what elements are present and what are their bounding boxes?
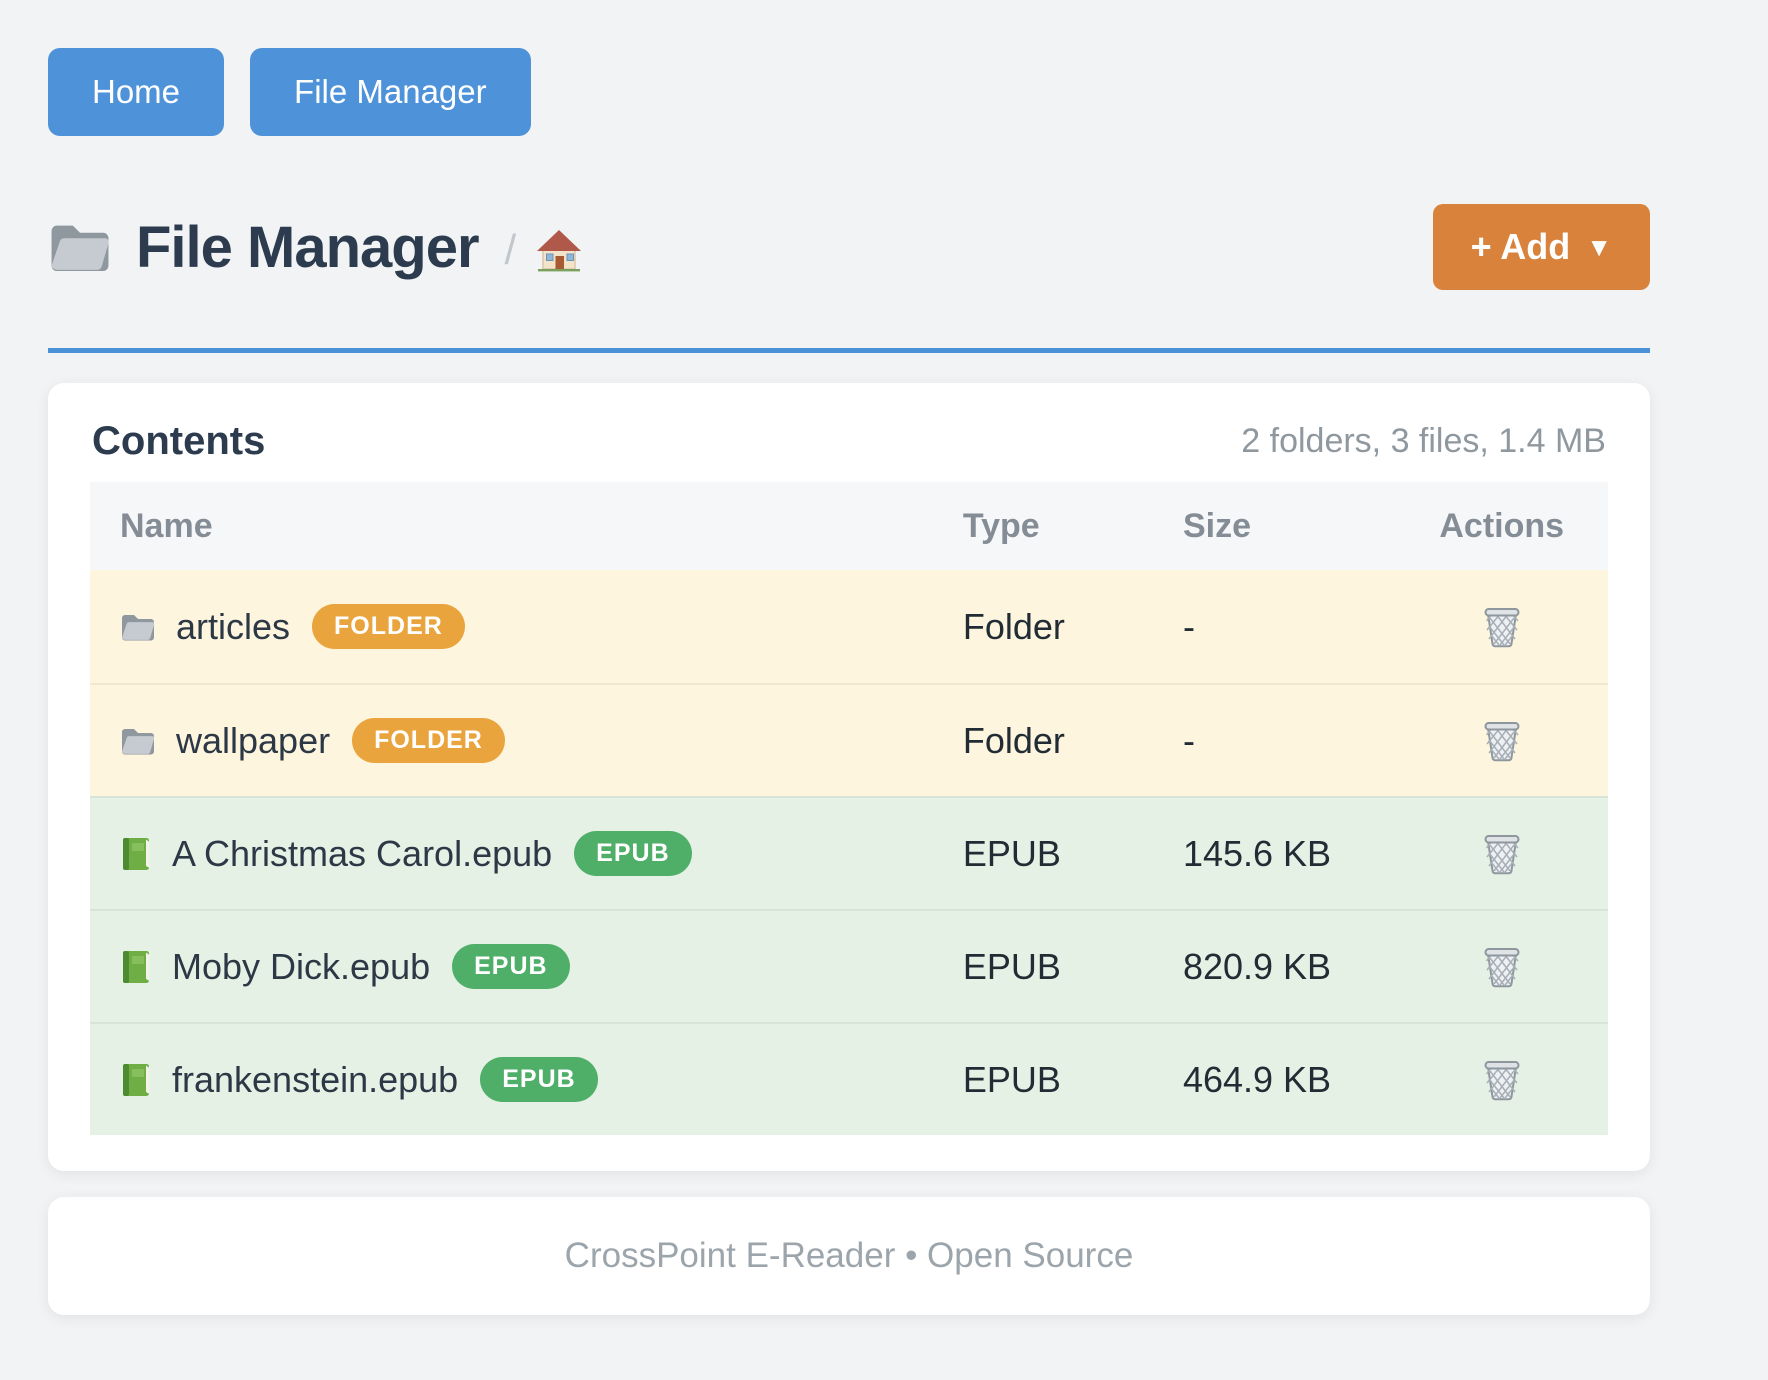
file-size: 145.6 KB bbox=[1182, 832, 1332, 874]
file-type: EPUB bbox=[962, 945, 1061, 987]
page-header: File Manager / + Add ▼ bbox=[48, 204, 1650, 290]
column-header-actions: Actions bbox=[1439, 506, 1565, 545]
table-row[interactable]: wallpaper FOLDER Folder - bbox=[90, 683, 1608, 796]
delete-button[interactable] bbox=[1479, 829, 1525, 879]
contents-card: Contents 2 folders, 3 files, 1.4 MB Name… bbox=[48, 383, 1650, 1171]
page-title-group: File Manager / bbox=[48, 214, 582, 281]
file-type: Folder bbox=[962, 605, 1065, 647]
type-badge: EPUB bbox=[574, 831, 692, 876]
actions-cell bbox=[1395, 602, 1608, 652]
folder-icon bbox=[48, 220, 112, 274]
caret-down-icon: ▼ bbox=[1586, 232, 1612, 262]
file-size: 464.9 KB bbox=[1182, 1058, 1332, 1100]
delete-button[interactable] bbox=[1479, 716, 1525, 766]
column-header-name: Name bbox=[120, 506, 213, 545]
file-size: - bbox=[1182, 605, 1195, 647]
file-name[interactable]: articles bbox=[176, 605, 291, 647]
file-size: - bbox=[1182, 719, 1195, 761]
accent-divider bbox=[48, 348, 1650, 353]
actions-cell bbox=[1395, 829, 1608, 879]
name-cell: wallpaper FOLDER bbox=[90, 718, 963, 763]
top-nav: Home File Manager bbox=[48, 48, 1650, 136]
home-icon[interactable] bbox=[536, 228, 582, 272]
type-badge: EPUB bbox=[480, 1057, 598, 1102]
file-type: EPUB bbox=[962, 1058, 1061, 1100]
file-name[interactable]: A Christmas Carol.epub bbox=[172, 832, 553, 874]
folder-icon bbox=[120, 726, 156, 756]
delete-button[interactable] bbox=[1479, 602, 1525, 652]
page: Home File Manager File Manager / bbox=[48, 0, 1650, 1315]
type-badge: EPUB bbox=[452, 944, 570, 989]
delete-button[interactable] bbox=[1479, 1055, 1525, 1105]
name-cell: Moby Dick.epub EPUB bbox=[90, 944, 963, 989]
file-type: EPUB bbox=[962, 832, 1061, 874]
column-header-type: Type bbox=[962, 506, 1040, 545]
file-name[interactable]: frankenstein.epub bbox=[172, 1058, 459, 1100]
actions-cell bbox=[1395, 942, 1608, 992]
page-title: File Manager bbox=[136, 214, 480, 280]
book-icon bbox=[120, 950, 152, 984]
column-header-size: Size bbox=[1182, 506, 1251, 545]
contents-heading: Contents bbox=[92, 419, 266, 463]
file-type: Folder bbox=[962, 719, 1065, 761]
book-icon bbox=[120, 837, 152, 871]
book-icon bbox=[120, 1063, 152, 1097]
delete-button[interactable] bbox=[1479, 942, 1525, 992]
file-table: Name Type Size Actions articles FOLDER F… bbox=[90, 482, 1608, 1135]
contents-card-header: Contents 2 folders, 3 files, 1.4 MB bbox=[90, 419, 1608, 464]
name-cell: A Christmas Carol.epub EPUB bbox=[90, 831, 963, 876]
file-name[interactable]: Moby Dick.epub bbox=[172, 945, 431, 987]
actions-cell bbox=[1395, 716, 1608, 766]
name-cell: frankenstein.epub EPUB bbox=[90, 1057, 963, 1102]
actions-cell bbox=[1395, 1055, 1608, 1105]
add-button[interactable]: + Add ▼ bbox=[1432, 204, 1650, 290]
file-name[interactable]: wallpaper bbox=[176, 719, 331, 761]
table-row[interactable]: A Christmas Carol.epub EPUB EPUB 145.6 K… bbox=[90, 796, 1608, 909]
nav-file-manager-button[interactable]: File Manager bbox=[250, 48, 531, 136]
table-header-row: Name Type Size Actions bbox=[90, 482, 1608, 570]
type-badge: FOLDER bbox=[352, 718, 505, 763]
file-size: 820.9 KB bbox=[1182, 945, 1332, 987]
nav-home-button[interactable]: Home bbox=[48, 48, 225, 136]
table-row[interactable]: frankenstein.epub EPUB EPUB 464.9 KB bbox=[90, 1022, 1608, 1135]
name-cell: articles FOLDER bbox=[90, 604, 963, 649]
folder-icon bbox=[120, 612, 156, 642]
table-row[interactable]: Moby Dick.epub EPUB EPUB 820.9 KB bbox=[90, 909, 1608, 1022]
footer-text: CrossPoint E-Reader • Open Source bbox=[564, 1236, 1134, 1275]
add-button-label: + Add bbox=[1470, 226, 1571, 267]
contents-summary: 2 folders, 3 files, 1.4 MB bbox=[1241, 422, 1606, 460]
table-body: articles FOLDER Folder - bbox=[90, 570, 1608, 1135]
table-row[interactable]: articles FOLDER Folder - bbox=[90, 570, 1608, 683]
footer-card: CrossPoint E-Reader • Open Source bbox=[48, 1197, 1650, 1315]
type-badge: FOLDER bbox=[312, 604, 465, 649]
breadcrumb-separator: / bbox=[504, 226, 517, 273]
